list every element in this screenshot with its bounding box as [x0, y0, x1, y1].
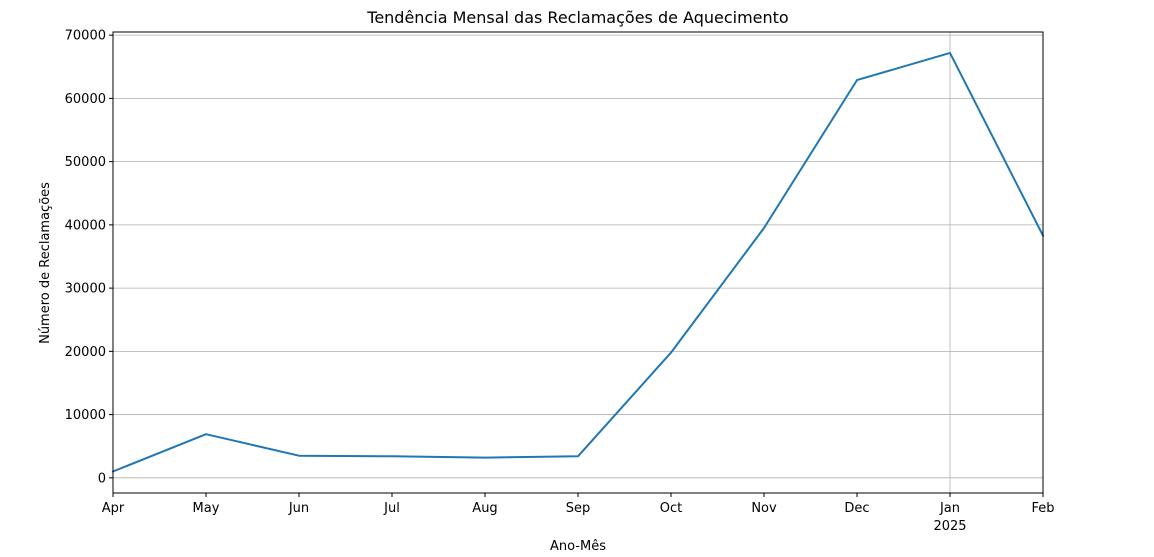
- x-tick-label: Oct: [660, 501, 682, 516]
- y-tick-label: 30000: [65, 282, 106, 297]
- series-layer: [111, 51, 1045, 473]
- series-line: [111, 51, 1045, 473]
- x-tick-label: Sep: [566, 501, 591, 516]
- x-tick-label: Dec: [844, 501, 869, 516]
- x-tick-label: Jun: [288, 501, 309, 516]
- y-tick-label: 20000: [65, 345, 106, 360]
- y-tick-label: 50000: [65, 155, 106, 170]
- y-tick-label: 60000: [65, 92, 106, 107]
- x-tick-label: Apr: [102, 501, 125, 516]
- x-tick-label: Feb: [1031, 501, 1054, 516]
- x-tick-label: May: [193, 501, 220, 516]
- x-tick-label: Jan: [939, 501, 960, 516]
- grid: [113, 32, 1043, 493]
- x-tick-label: Aug: [472, 501, 497, 516]
- x-tick-label: Nov: [751, 501, 777, 516]
- x-tick-year-label: 2025: [933, 519, 966, 534]
- y-tick-label: 0: [98, 471, 106, 486]
- y-tick-label: 70000: [65, 29, 106, 44]
- plot-frame: [112, 31, 1044, 494]
- y-tick-label: 40000: [65, 218, 106, 233]
- chart-title: Tendência Mensal das Reclamações de Aque…: [366, 8, 788, 27]
- x-tick-label: Jul: [383, 501, 400, 516]
- x-axis-label: Ano-Mês: [550, 539, 606, 554]
- y-axis-label: Número de Reclamações: [38, 182, 53, 344]
- y-tick-label: 10000: [65, 408, 106, 423]
- y-axis: 0 10000 20000 30000 40000 50000 60000 70000: [65, 29, 113, 486]
- x-axis: Apr May Jun Jul Aug Sep Oct Nov Dec Jan 2025 Feb: [102, 493, 1055, 534]
